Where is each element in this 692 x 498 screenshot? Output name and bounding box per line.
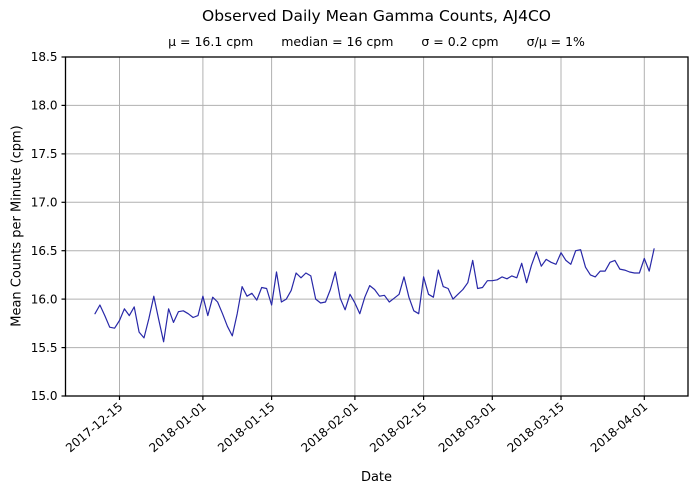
svg-text:16.5: 16.5: [31, 244, 58, 258]
svg-text:2018-04-01: 2018-04-01: [588, 400, 650, 456]
svg-text:2018-02-15: 2018-02-15: [367, 400, 429, 456]
stat-median: median = 16 cpm: [281, 34, 394, 49]
x-tick-labels: 2017-12-15 2018-01-01 2018-01-15 2018-02-01…: [63, 396, 650, 455]
svg-text:2018-03-01: 2018-03-01: [436, 400, 498, 456]
plot-border: [64, 56, 689, 397]
svg-text:2017-12-15: 2017-12-15: [63, 400, 125, 456]
chart-subtitle: μ = 16.1 cpm median = 16 cpm σ = 0.2 cpm…: [65, 34, 688, 49]
svg-text:2018-01-01: 2018-01-01: [146, 400, 208, 456]
svg-text:15.5: 15.5: [31, 341, 58, 355]
stat-mu: μ = 16.1 cpm: [168, 34, 254, 49]
svg-text:2018-01-15: 2018-01-15: [215, 400, 277, 456]
grid-lines: [65, 56, 688, 397]
data-line: [94, 248, 655, 343]
svg-text:2018-02-01: 2018-02-01: [298, 400, 360, 456]
svg-text:2018-03-15: 2018-03-15: [504, 400, 566, 456]
stat-sigma: σ = 0.2 cpm: [421, 34, 499, 49]
svg-text:15.0: 15.0: [31, 389, 58, 403]
stat-sigma-over-mu: σ/μ = 1%: [526, 34, 585, 49]
page-title: Observed Daily Mean Gamma Counts, AJ4CO: [202, 7, 551, 25]
svg-text:16.0: 16.0: [31, 292, 58, 306]
x-axis-label: Date: [360, 470, 393, 485]
svg-text:17.0: 17.0: [31, 196, 58, 210]
svg-text:17.5: 17.5: [31, 147, 58, 161]
y-tick-labels: 15.0 15.5 16.0 16.5 17.0 17.5 18.0 18.5: [31, 50, 66, 403]
svg-text:18.0: 18.0: [31, 99, 58, 113]
svg-text:18.5: 18.5: [31, 50, 58, 64]
y-axis-label: Mean Counts per Minute (cpm): [9, 125, 25, 327]
